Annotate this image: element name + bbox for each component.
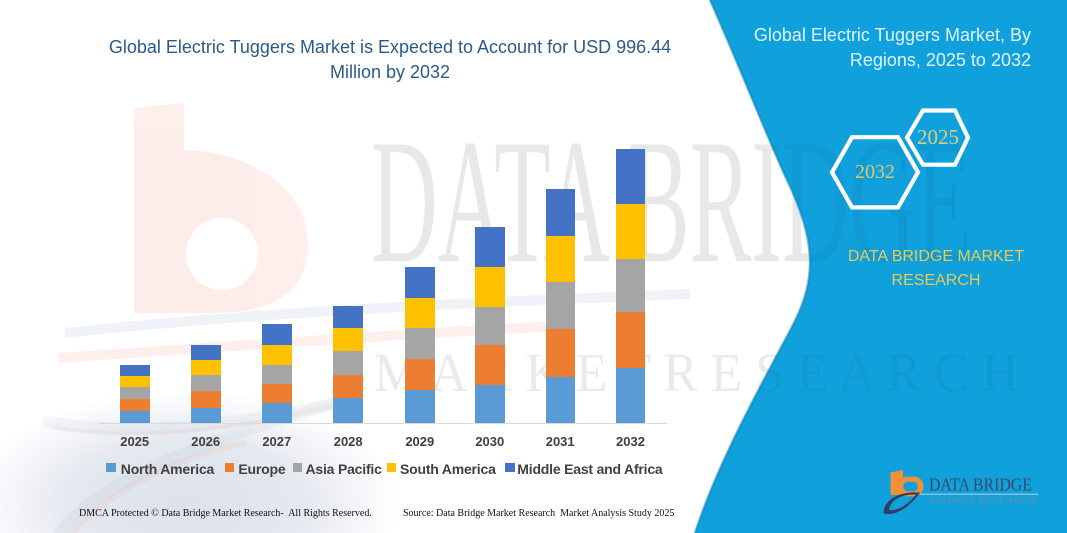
svg-text:MARKET RESEARCH: MARKET RESEARCH (930, 496, 1036, 505)
svg-text:DATA BRIDGE: DATA BRIDGE (929, 475, 1032, 495)
